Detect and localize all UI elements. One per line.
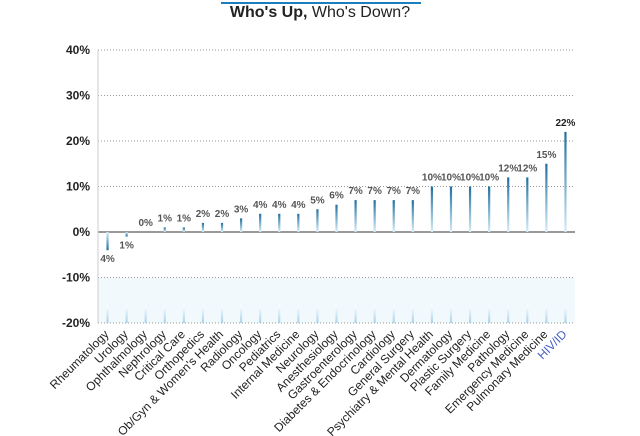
bottom-stub [240,305,243,323]
chart-title-rest: Who's Down? [307,4,411,21]
bar [449,186,453,232]
bottom-stub [125,305,128,323]
data-label: 22% [555,118,575,129]
bottom-stub [430,305,433,323]
bottom-stub [507,305,510,323]
bottom-stub [373,305,376,323]
bottom-stub [564,305,567,323]
bottom-stub [182,305,185,323]
data-label: 4% [100,254,115,265]
bar [163,227,166,232]
data-label: 10% [460,173,480,184]
title-rule [221,2,421,4]
data-label: 5% [310,195,325,206]
bottom-stub [392,305,395,323]
bar [468,186,472,232]
bottom-stub [335,305,338,323]
bottom-stub [278,305,281,323]
bottom-stub [526,305,529,323]
bottom-stub [545,305,548,323]
bar [297,213,300,232]
data-label: 1% [177,213,192,224]
bar [373,200,376,232]
data-label: 4% [291,200,306,211]
data-label: 0% [138,218,153,229]
data-label: 3% [234,204,249,215]
y-tick-label: -10% [62,271,90,285]
bottom-stub [106,305,109,323]
y-tick-label: 0% [73,225,91,239]
bar [430,186,433,232]
data-label: 4% [272,200,287,211]
chart-title: Who's Up, Who's Down? [0,4,640,25]
bottom-stub [201,305,205,323]
data-label: 15% [536,150,556,161]
bar [411,200,414,232]
bar [354,200,357,232]
bottom-stub [220,305,224,323]
data-label: 7% [387,186,402,197]
data-label: 10% [479,173,499,184]
bar [220,222,224,232]
bar [507,177,510,232]
bottom-stub [449,305,453,323]
data-label: 7% [406,186,421,197]
bottom-stub [163,305,166,323]
bottom-stub [259,305,262,323]
bar [335,204,338,232]
chart-title-bold: Who's Up, [229,4,308,21]
data-label: 12% [517,163,537,174]
bar [488,186,491,232]
bottom-stub [316,305,319,323]
x-axis: RheumatologyUrologyOphthalmologyNephrolo… [47,327,570,436]
data-label: 1% [158,213,173,224]
grid-layer [98,49,575,324]
y-tick-label: 40% [66,43,90,57]
bottom-stub [411,305,414,323]
y-tick-label: 20% [66,134,90,148]
data-label: 4% [253,200,268,211]
bars-layer [106,131,567,323]
bottom-stub [144,305,147,323]
data-label: 7% [367,186,382,197]
bar [545,163,548,232]
bar [564,131,567,232]
data-label: 10% [422,173,442,184]
bar [278,213,281,232]
bar [259,213,262,232]
bar [240,218,243,232]
y-axis: 40% 30% 20% 10% 0% -10% -20% [62,43,99,330]
labels-layer: 4%1%0% 1% 1% 2% 2% 3% 4% 4% 4% 5% 6% 7% 7% 7% 7%10% 10%… [100,118,575,265]
bar [526,177,529,232]
bar [106,232,109,251]
bottom-stub [354,305,357,323]
bar [392,200,395,232]
data-label: 2% [196,209,211,220]
data-label: 6% [329,191,344,202]
y-tick-label: -20% [62,316,90,330]
data-label: 2% [215,209,230,220]
bar [316,209,319,232]
bottom-stub [468,305,472,323]
y-tick-label: 10% [66,180,90,194]
bottom-stub [488,305,491,323]
data-label: 12% [498,163,518,174]
bar [125,232,128,237]
bar [182,227,185,232]
data-label: 7% [348,186,363,197]
bar [201,222,205,232]
bottom-stub [297,305,300,323]
data-label: 10% [441,173,461,184]
data-label: 1% [119,241,134,252]
y-tick-label: 30% [66,89,90,103]
